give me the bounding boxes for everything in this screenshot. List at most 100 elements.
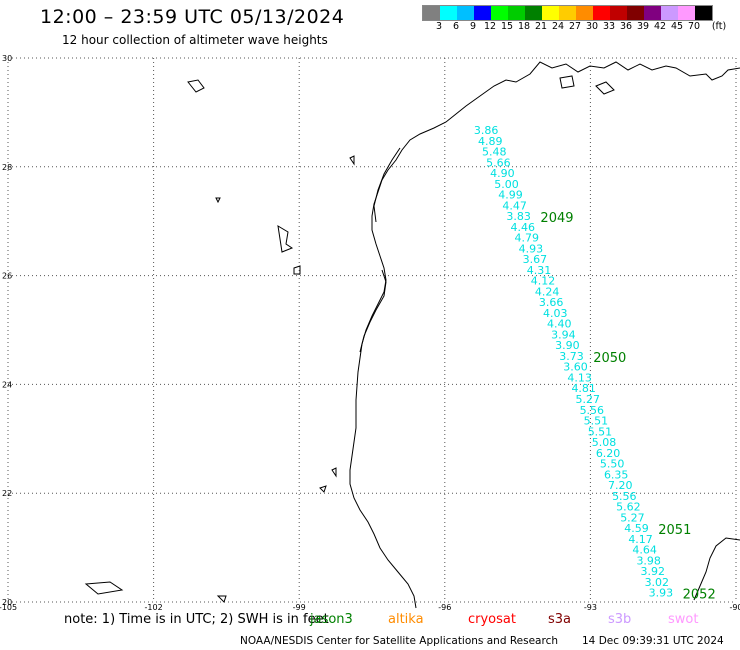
legend-row: note: 1) Time is in UTC; 2) SWH is in fe… [0, 612, 740, 632]
colorbar-swatch [576, 6, 593, 20]
swh-reading: 4.31 [527, 264, 552, 277]
colorbar-swatch [474, 6, 491, 20]
map-title: 12:00 – 23:59 UTC 05/13/2024 [40, 6, 345, 28]
inland-lake-5 [215, 155, 355, 603]
legend-cryosat: cryosat [468, 612, 516, 627]
swh-reading: 3.02 [645, 576, 670, 589]
barrier-island [359, 147, 401, 353]
swh-reading: 5.27 [576, 393, 601, 406]
lat-label: 22 [2, 489, 12, 498]
lon-label: -99 [293, 603, 306, 610]
lon-label: -90 [729, 603, 740, 610]
map-subtitle: 12 hour collection of altimeter wave hei… [62, 33, 328, 47]
lon-label: -93 [584, 603, 597, 610]
swh-reading: 4.47 [502, 199, 527, 212]
colorbar-swatch [559, 6, 576, 20]
colorbar-swatch [491, 6, 508, 20]
swh-reading: 6.20 [596, 447, 621, 460]
pass-time-label: 2051 [658, 523, 691, 538]
yucatan-coast [693, 537, 740, 601]
swh-reading: 4.89 [478, 135, 503, 148]
satellite-ground-track: 3.864.895.485.664.905.004.994.473.834.46… [474, 124, 716, 602]
swh-reading: 4.03 [543, 307, 568, 320]
colorbar-label: 36 [619, 21, 633, 32]
lat-label: 30 [2, 54, 12, 63]
swh-reading: 4.59 [624, 522, 649, 535]
swh-reading: 5.48 [482, 146, 507, 159]
lat-label: 28 [2, 163, 12, 172]
swh-reading: 5.08 [592, 436, 617, 449]
colorbar-swatch [525, 6, 542, 20]
lon-label: -102 [145, 603, 163, 610]
colorbar-swatch [508, 6, 525, 20]
colorbar-swatch [457, 6, 474, 20]
lake-ponchartrain [559, 75, 615, 95]
swh-reading: 4.46 [510, 221, 534, 234]
colorbar-label: 21 [534, 21, 548, 32]
colorbar-label: 30 [585, 21, 599, 32]
colorbar-label: 39 [636, 21, 650, 32]
colorbar-label: 70 [687, 21, 701, 32]
pass-time-label: 2052 [683, 588, 716, 603]
swh-reading: 5.00 [494, 178, 519, 191]
colorbar-swatch [542, 6, 559, 20]
pass-time-label: 2050 [593, 351, 626, 366]
swh-reading: 5.66 [486, 156, 511, 169]
legend-s3b: s3b [608, 612, 632, 627]
footer-credit: NOAA/NESDIS Center for Satellite Applica… [240, 635, 558, 647]
swh-reading: 4.64 [632, 544, 657, 557]
legend-note: note: 1) Time is in UTC; 2) SWH is in fe… [64, 612, 329, 627]
swh-reading: 3.66 [539, 296, 564, 309]
swh-reading: 4.81 [571, 382, 596, 395]
swh-reading: 5.51 [588, 425, 613, 438]
swh-reading: 3.86 [474, 124, 499, 137]
colorbar-swatch [440, 6, 457, 20]
coastline [84, 61, 740, 609]
inland-lake-4 [84, 581, 124, 595]
swh-reading: 7.20 [608, 479, 633, 492]
colorbar-swatch [695, 6, 712, 20]
colorbar-label: 3 [435, 21, 443, 32]
lat-lon-grid: 30 28 26 24 22 20-105 -102 -99 -96 -93 -90 [0, 54, 740, 610]
pass-time-label: 2049 [540, 211, 573, 226]
lat-label: 20 [2, 598, 12, 607]
lat-label: 26 [2, 272, 12, 281]
legend-jason3: jason3 [310, 612, 353, 627]
colorbar-swatch [678, 6, 695, 20]
colorbar-swatch [627, 6, 644, 20]
swh-reading: 3.83 [506, 210, 530, 223]
colorbar-swatch [593, 6, 610, 20]
legend-swot: swot [668, 612, 699, 627]
colorbar-label: 15 [500, 21, 514, 32]
swh-reading: 3.73 [559, 350, 584, 363]
legend-s3a: s3a [548, 612, 572, 627]
colorbar-label: 33 [602, 21, 616, 32]
swh-reading: 3.60 [563, 361, 588, 374]
footer-timestamp: 14 Dec 09:39:31 UTC 2024 [582, 635, 724, 647]
swh-reading: 4.40 [547, 318, 572, 331]
colorbar-label: 27 [568, 21, 582, 32]
colorbar-swatch [610, 6, 627, 20]
swh-reading: 4.99 [498, 189, 523, 202]
colorbar-label: 6 [452, 21, 460, 32]
swh-reading: 5.56 [580, 404, 605, 417]
colorbar-swatch [661, 6, 678, 20]
lat-label: 24 [2, 380, 12, 389]
swh-reading: 6.35 [604, 468, 629, 481]
inland-lake-1 [187, 79, 205, 93]
wave-height-colorbar [422, 5, 713, 21]
colorbar-label: 42 [653, 21, 667, 32]
swh-reading: 5.50 [600, 458, 625, 471]
swh-reading: 4.12 [531, 275, 556, 288]
lon-label: -105 [0, 603, 17, 610]
colorbar-label: 18 [517, 21, 531, 32]
swh-reading: 4.24 [535, 285, 560, 298]
colorbar-swatch [644, 6, 661, 20]
inland-lake-2 [277, 225, 294, 253]
swh-reading: 5.62 [616, 501, 641, 514]
swh-reading: 5.56 [612, 490, 637, 503]
swh-reading: 4.90 [490, 167, 515, 180]
swh-reading: 4.93 [519, 242, 544, 255]
swh-reading: 4.17 [628, 533, 653, 546]
